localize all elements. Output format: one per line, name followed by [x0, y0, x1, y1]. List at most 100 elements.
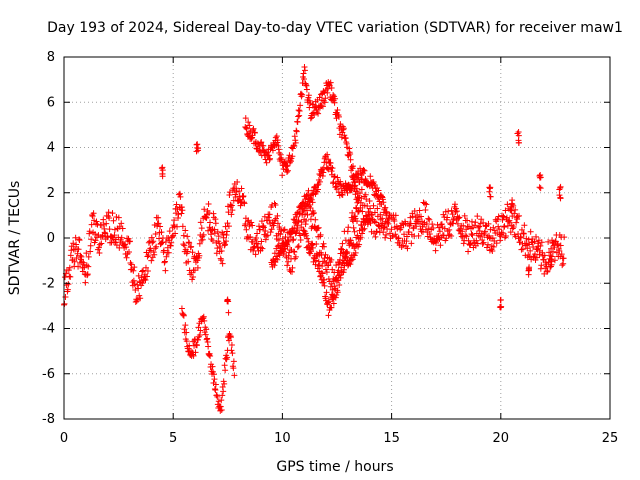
data-point-baseline: [259, 245, 266, 252]
data-point-crossing-track: [315, 258, 322, 265]
data-point-dip-track: [228, 341, 235, 348]
data-point-baseline: [174, 223, 181, 230]
data-point-baseline: [212, 220, 219, 227]
data-point-baseline: [392, 212, 399, 219]
data-point-baseline: [363, 196, 370, 203]
data-point-baseline: [498, 229, 505, 236]
y-tick-label: 4: [47, 141, 55, 156]
data-point-baseline: [178, 210, 185, 217]
data-point-baseline: [518, 226, 525, 233]
data-point-dip-track: [222, 367, 229, 374]
data-point-baseline: [284, 262, 291, 269]
data-point-baseline: [264, 232, 271, 239]
data-point-baseline: [72, 234, 79, 241]
data-point-baseline: [234, 178, 241, 185]
data-point-high-track: [314, 109, 321, 116]
data-point-baseline: [153, 243, 160, 250]
data-point-crossing-track: [359, 226, 366, 233]
data-point-high-track: [279, 172, 286, 179]
data-point-baseline: [453, 208, 460, 215]
data-point-baseline: [149, 239, 156, 246]
data-point-high-track: [306, 104, 313, 111]
data-point-baseline: [205, 201, 212, 208]
data-point-dip-track: [193, 342, 200, 349]
data-point-baseline: [457, 230, 464, 237]
data-point-baseline: [139, 268, 146, 275]
data-point-rising-track: [271, 262, 278, 269]
data-point-crossing-track: [328, 304, 335, 311]
data-point-crossing-track: [318, 269, 325, 276]
data-point-high-track: [303, 86, 310, 93]
data-point-crossing-track: [319, 270, 326, 277]
data-point-baseline: [312, 216, 319, 223]
data-point-baseline: [300, 227, 307, 234]
data-point-high-track: [350, 163, 357, 170]
data-point-baseline: [379, 215, 386, 222]
data-point-high-track: [245, 119, 252, 126]
data-point-crossing-track: [366, 211, 373, 218]
y-tick-label: 2: [47, 186, 55, 201]
data-point-baseline: [126, 238, 133, 245]
data-point-spikes: [557, 185, 564, 192]
data-point-baseline: [134, 281, 141, 288]
data-point-baseline: [349, 209, 356, 216]
data-point-baseline: [229, 207, 236, 214]
data-point-spikes: [225, 309, 232, 316]
data-point-baseline: [418, 228, 425, 235]
data-point-baseline: [516, 212, 523, 219]
data-point-baseline: [247, 234, 254, 241]
data-point-high-track: [330, 92, 337, 99]
data-point-baseline: [549, 248, 556, 255]
data-point-crossing-track: [352, 249, 359, 256]
data-point-high-track: [299, 79, 306, 86]
data-point-crossing-track: [364, 221, 371, 228]
data-point-rising-track: [309, 199, 316, 206]
x-tick-label: 20: [493, 431, 510, 446]
data-point-dip-track: [218, 407, 225, 414]
data-point-baseline: [214, 245, 221, 252]
data-point-baseline: [207, 219, 214, 226]
data-point-rising-track: [299, 199, 306, 206]
data-point-baseline: [64, 286, 71, 293]
data-point-baseline: [350, 224, 357, 231]
data-point-crossing-track: [347, 261, 354, 268]
data-point-high-track: [317, 91, 324, 98]
data-point-crossing-track: [361, 225, 368, 232]
data-point-high-track: [296, 108, 303, 115]
data-point-high-track: [295, 113, 302, 120]
data-point-dip-track: [217, 403, 224, 410]
data-point-baseline: [136, 292, 143, 299]
data-point-crossing-track: [303, 232, 310, 239]
data-point-crossing-track: [334, 289, 341, 296]
data-point-baseline: [61, 274, 68, 281]
data-point-baseline: [262, 228, 269, 235]
data-point-rising-track: [360, 166, 367, 173]
data-point-baseline: [224, 220, 231, 227]
data-point-baseline: [372, 233, 379, 240]
data-point-spikes: [507, 207, 514, 214]
data-point-high-track: [283, 163, 290, 170]
data-point-baseline: [377, 211, 384, 218]
data-point-baseline: [257, 244, 264, 251]
data-point-spikes: [537, 174, 544, 181]
data-point-baseline: [215, 233, 222, 240]
data-point-baseline: [123, 244, 130, 251]
y-tick-label: 8: [47, 50, 55, 65]
data-point-spikes: [556, 186, 563, 193]
data-point-rising-track: [281, 248, 288, 255]
data-point-baseline: [285, 258, 292, 265]
data-point-high-track: [258, 139, 265, 146]
data-point-baseline: [426, 216, 433, 223]
data-point-baseline: [62, 294, 69, 301]
data-point-baseline: [217, 244, 224, 251]
data-point-baseline: [145, 252, 152, 259]
data-point-baseline: [304, 211, 311, 218]
data-point-crossing-track: [325, 312, 332, 319]
data-point-baseline: [188, 243, 195, 250]
data-point-baseline: [194, 264, 201, 271]
data-point-rising-track: [380, 199, 387, 206]
data-point-dip-track: [231, 372, 238, 379]
data-point-baseline: [297, 237, 304, 244]
data-point-high-track: [332, 95, 339, 102]
data-point-baseline: [351, 228, 358, 235]
